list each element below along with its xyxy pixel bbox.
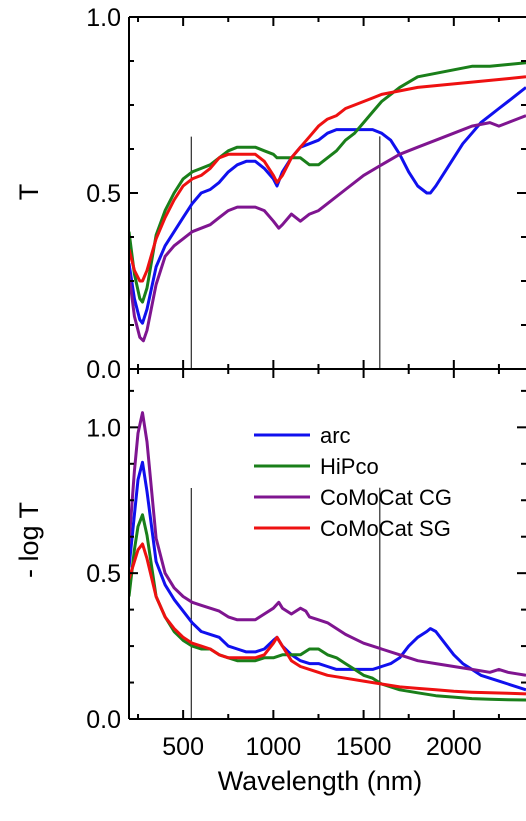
legend-label-comocat-cg: CoMoCat CG	[320, 485, 452, 510]
bottom-series-comocat-sg	[129, 542, 526, 696]
bottom-x-tick-label: 500	[162, 733, 204, 761]
bottom-y-tick-label: 1.0	[86, 414, 121, 442]
bottom-series-comocat-cg	[129, 411, 526, 677]
legend-label-arc: arc	[320, 423, 351, 448]
legend: arc HiPco CoMoCat CG CoMoCat SG	[254, 423, 452, 541]
bottom-series-arc	[129, 460, 526, 692]
bottom-y-axis-label: - log T	[14, 502, 44, 578]
top-series-comocat-cg	[129, 114, 526, 343]
bottom-panel: 0.0 0.5 1.0 500 1000 1500 2000	[86, 368, 526, 761]
top-y-tick-label: 1.0	[86, 4, 121, 32]
top-series-arc	[129, 86, 526, 325]
bottom-y-tick-label: 0.0	[86, 706, 121, 734]
top-y-axis-label: T	[14, 184, 44, 201]
bottom-series-hipco	[129, 513, 526, 702]
top-panel: 0.0 0.5 1.0	[86, 4, 526, 384]
bottom-x-tick-label: 1000	[246, 733, 302, 761]
top-series-hipco	[129, 61, 526, 304]
bottom-x-tick-label: 1500	[336, 733, 392, 761]
legend-label-comocat-sg: CoMoCat SG	[320, 516, 451, 541]
top-series-comocat-sg	[129, 75, 526, 283]
legend-label-hipco: HiPco	[320, 454, 379, 479]
bottom-x-tick-label: 2000	[426, 733, 482, 761]
bottom-y-tick-label: 0.5	[86, 560, 121, 588]
top-y-tick-label: 0.5	[86, 180, 121, 208]
chart-panels: 0.0 0.5 1.0 0.0 0.5 1.0 500 1000 1500 2000	[86, 4, 526, 761]
x-axis-label: Wavelength (nm)	[218, 766, 423, 796]
top-y-tick-label: 0.0	[86, 356, 121, 384]
